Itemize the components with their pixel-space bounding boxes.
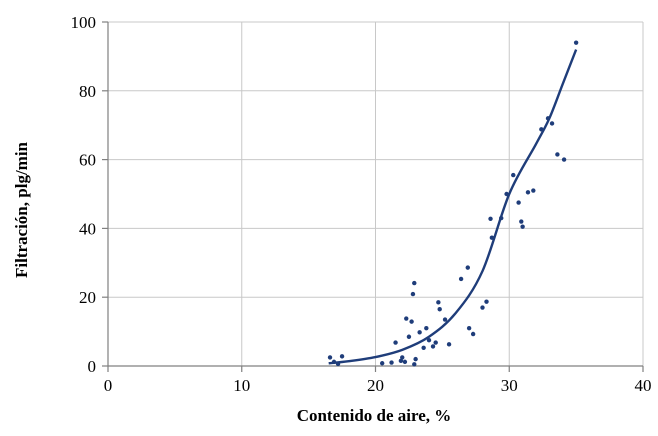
y-axis-title: Filtración, plg/min [12,141,31,278]
data-point [404,316,409,321]
data-point [516,200,521,205]
data-point [430,344,436,349]
data-point [531,188,536,193]
data-point [433,340,438,345]
data-point [458,276,464,282]
trend-line [328,49,578,365]
data-point [465,265,470,270]
data-point [417,330,422,335]
data-point [525,190,531,195]
data-points [327,40,579,367]
data-point [436,300,441,305]
data-point [573,40,579,45]
data-point [335,361,341,367]
data-point [511,172,516,178]
y-tick-label: 100 [71,13,97,32]
data-point [410,291,416,297]
data-point [331,359,337,365]
x-tick-label: 40 [635,376,652,395]
x-tick-label: 20 [367,376,384,395]
tick-labels: 0 10 20 30 40 0 20 40 60 80 100 [71,13,652,395]
data-point [519,219,524,224]
data-point [389,360,394,365]
x-axis-title: Contenido de aire, % [297,406,452,425]
data-point [406,334,412,339]
data-point [555,152,560,157]
data-point [437,307,442,312]
data-point [409,319,414,324]
y-tick-label: 20 [79,288,96,307]
data-point [379,361,385,366]
data-point [499,215,504,221]
data-point [561,157,567,162]
data-point [504,191,509,197]
data-point [402,359,408,365]
x-tick-label: 10 [233,376,250,395]
data-point [488,216,493,221]
data-point [520,224,525,229]
data-point [339,354,345,359]
y-tick-label: 0 [88,357,97,376]
data-point [442,317,448,322]
data-point [412,280,417,286]
data-point [480,305,485,310]
data-point [484,299,489,304]
grid [107,21,644,367]
data-point [327,355,333,360]
data-point [545,116,551,121]
data-point [393,340,398,345]
y-tick-label: 60 [79,151,96,170]
axes [102,21,644,372]
data-point [446,342,452,347]
data-point [424,325,429,331]
trendline-group [328,49,578,365]
data-point [539,127,544,132]
data-point [412,362,417,367]
y-tick-label: 40 [79,219,96,238]
data-point [426,338,432,343]
data-point [413,356,418,362]
data-point [421,345,426,350]
x-tick-label: 30 [501,376,518,395]
data-point [549,121,555,126]
y-tick-label: 80 [79,82,96,101]
data-point [466,325,472,331]
data-point [470,331,476,337]
data-point [398,358,404,364]
x-tick-label: 0 [104,376,113,395]
data-point [400,355,405,360]
data-point [489,235,495,240]
